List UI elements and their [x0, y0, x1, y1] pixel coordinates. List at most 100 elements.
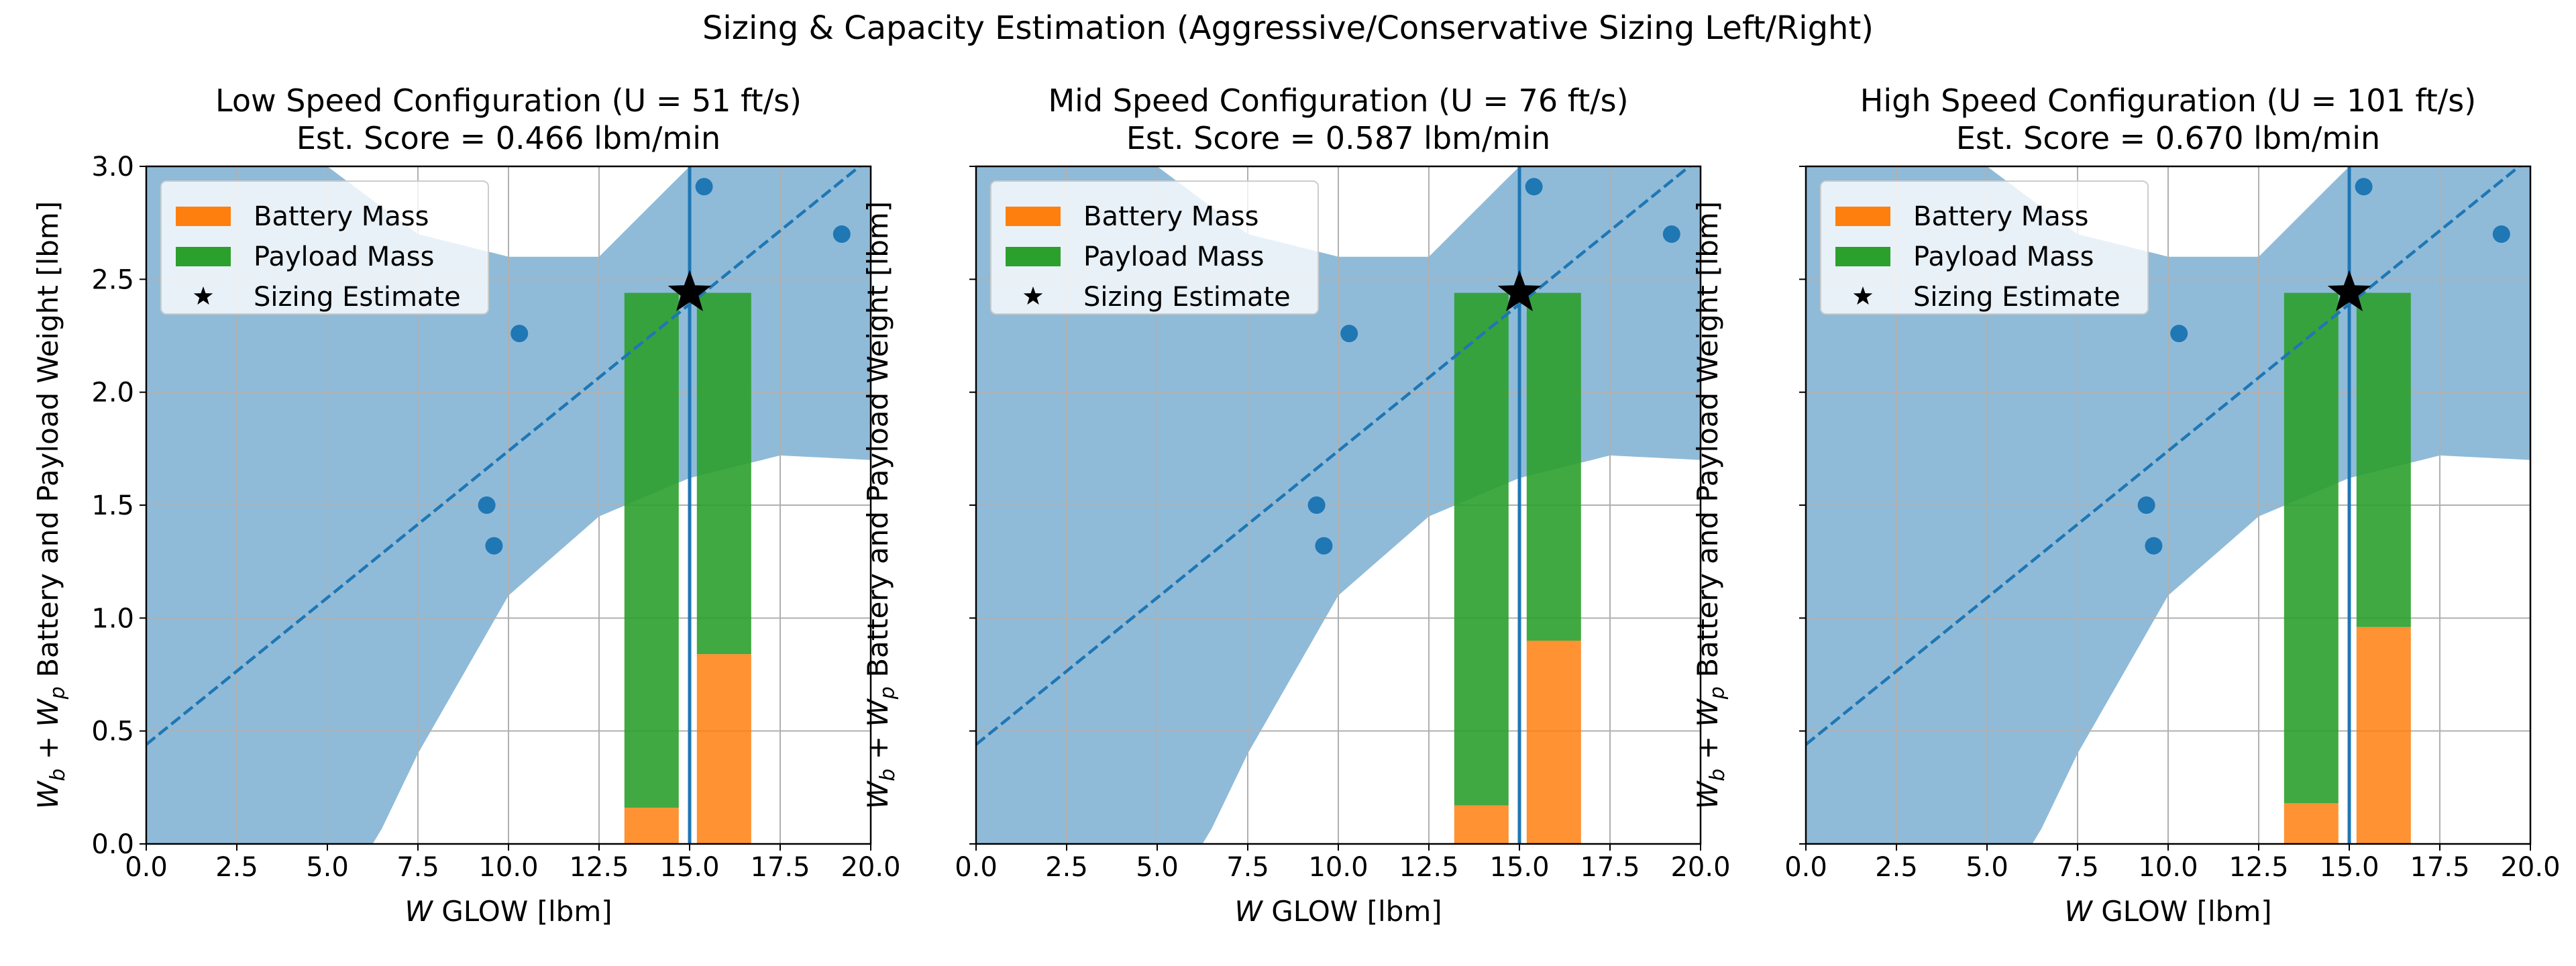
x-tick-label: 10.0 — [2138, 852, 2198, 883]
subplot-title: Mid Speed Configuration (U = 76 ft/s) — [1048, 83, 1628, 119]
x-tick-label: 5.0 — [1966, 852, 2008, 883]
x-tick-label: 15.0 — [2319, 852, 2379, 883]
bar-battery-2 — [696, 654, 751, 844]
x-axis-label-symbol: W — [1234, 895, 1263, 928]
plot-area — [1806, 166, 2530, 844]
y-axis-label-subscript: p — [46, 686, 70, 700]
data-point — [1315, 537, 1333, 555]
x-tick-label: 7.5 — [2056, 852, 2099, 883]
subplot-2: Mid Speed Configuration (U = 76 ft/s)Est… — [861, 83, 1731, 928]
x-tick-label: 12.5 — [1399, 852, 1458, 883]
legend-battery-mass-swatch — [1006, 207, 1061, 226]
regression-line — [1806, 166, 2522, 746]
legend-battery-mass-label: Battery Mass — [254, 201, 429, 232]
x-tick-label: 20.0 — [2500, 852, 2560, 883]
plot-area — [146, 166, 871, 844]
bar-battery-2 — [2356, 627, 2411, 844]
x-tick-label: 15.0 — [1489, 852, 1549, 883]
x-tick-label: 12.5 — [2229, 852, 2288, 883]
y-axis-label-operator: + — [32, 727, 64, 769]
x-tick-label: 10.0 — [478, 852, 538, 883]
x-tick-label: 2.5 — [1045, 852, 1088, 883]
subplot-title: Low Speed Configuration (U = 51 ft/s) — [215, 83, 802, 119]
data-point — [833, 225, 851, 243]
x-axis-label: W GLOW [lbm] — [405, 895, 612, 928]
x-tick-label: 15.0 — [659, 852, 719, 883]
legend-payload-mass-swatch — [1006, 247, 1061, 266]
y-axis-label-operator: + — [861, 727, 894, 769]
x-tick-label: 20.0 — [841, 852, 900, 883]
regression-line — [146, 166, 862, 746]
data-point — [478, 496, 496, 514]
y-axis-label-symbol: W — [32, 698, 64, 727]
y-axis-label-symbol: W — [1691, 780, 1724, 809]
data-point — [2170, 325, 2188, 343]
y-axis-label-subscript: b — [46, 769, 70, 782]
x-axis-label-symbol: W — [2064, 895, 2093, 928]
legend: Battery Mass Payload Mass Sizing Estimate — [990, 180, 1319, 315]
y-axis-label-subscript: p — [1706, 686, 1729, 700]
y-axis-label-symbol: W — [1691, 698, 1724, 727]
x-axis-label-text: GLOW [lbm] — [1263, 895, 1442, 928]
subplot-title: High Speed Configuration (U = 101 ft/s) — [1860, 83, 2476, 119]
x-tick-label: 10.0 — [1308, 852, 1368, 883]
legend-payload-mass-label: Payload Mass — [254, 241, 434, 272]
legend-sizing-estimate-label: Sizing Estimate — [1083, 282, 1291, 313]
legend: Battery Mass Payload Mass Sizing Estimate — [1820, 180, 2149, 315]
regression-line — [976, 166, 1692, 746]
subplot-subtitle: Est. Score = 0.670 lbm/min — [1956, 120, 2380, 156]
y-axis-label-symbol: W — [861, 698, 894, 727]
legend-sizing-estimate-swatch — [1023, 286, 1043, 305]
sizing-estimate-star — [2327, 270, 2371, 311]
bar-payload-1 — [1454, 292, 1509, 806]
bar-payload-2 — [696, 292, 751, 655]
legend-payload-mass-swatch — [176, 247, 231, 266]
x-axis-label-text: GLOW [lbm] — [433, 895, 612, 928]
y-axis-label-text: Battery and Payload Weight [lbm] — [32, 201, 64, 686]
y-tick-label: 1.5 — [91, 490, 134, 521]
legend-sizing-estimate-label: Sizing Estimate — [1913, 282, 2121, 313]
data-point — [1307, 496, 1326, 514]
y-tick-label: 3.0 — [91, 152, 134, 182]
y-axis-label: Wb + Wp Battery and Payload Weight [lbm] — [861, 201, 900, 809]
y-axis-label-symbol: W — [861, 780, 894, 809]
legend-box — [1820, 180, 2149, 315]
legend-sizing-estimate-label: Sizing Estimate — [254, 282, 461, 313]
x-axis-label: W GLOW [lbm] — [2064, 895, 2271, 928]
x-tick-label: 2.5 — [1875, 852, 1918, 883]
x-tick-label: 0.0 — [125, 852, 168, 883]
data-point — [2145, 537, 2163, 555]
subplot-1: Low Speed Configuration (U = 51 ft/s)Est… — [32, 83, 901, 928]
y-axis-label-subscript: b — [1706, 769, 1729, 782]
legend-payload-mass-swatch — [1835, 247, 1890, 266]
y-axis-label-operator: + — [1691, 727, 1724, 769]
subplot-3: High Speed Configuration (U = 101 ft/s)E… — [1691, 83, 2561, 928]
y-tick-label: 2.5 — [91, 264, 134, 295]
data-point — [511, 325, 529, 343]
bar-battery-2 — [1526, 641, 1581, 844]
x-tick-label: 5.0 — [306, 852, 349, 883]
legend-battery-mass-swatch — [176, 207, 231, 226]
legend-sizing-estimate-swatch — [1853, 286, 1873, 305]
y-axis-label: Wb + Wp Battery and Payload Weight [lbm] — [32, 201, 70, 809]
sizing-estimate-star — [667, 270, 712, 311]
y-tick-label: 1.0 — [91, 603, 134, 634]
y-axis-label-subscript: p — [876, 686, 900, 700]
legend: Battery Mass Payload Mass Sizing Estimate — [160, 180, 489, 315]
y-axis-label: Wb + Wp Battery and Payload Weight [lbm] — [1691, 201, 1729, 809]
subplot-subtitle: Est. Score = 0.587 lbm/min — [1126, 120, 1550, 156]
bar-payload-1 — [2284, 292, 2339, 804]
x-tick-label: 17.5 — [2410, 852, 2469, 883]
x-axis-label-symbol: W — [405, 895, 433, 928]
x-tick-label: 20.0 — [1670, 852, 1730, 883]
plot-area — [976, 166, 1701, 844]
sizing-estimate-star — [1497, 270, 1542, 311]
y-axis-label-text: Battery and Payload Weight [lbm] — [861, 201, 894, 686]
legend-box — [160, 180, 489, 315]
x-tick-label: 17.5 — [1580, 852, 1640, 883]
legend-battery-mass-label: Battery Mass — [1083, 201, 1258, 232]
y-tick-label: 0.5 — [91, 716, 134, 747]
legend-sizing-estimate-swatch — [193, 286, 213, 305]
figure-title: Sizing & Capacity Estimation (Aggressive… — [702, 9, 1874, 47]
